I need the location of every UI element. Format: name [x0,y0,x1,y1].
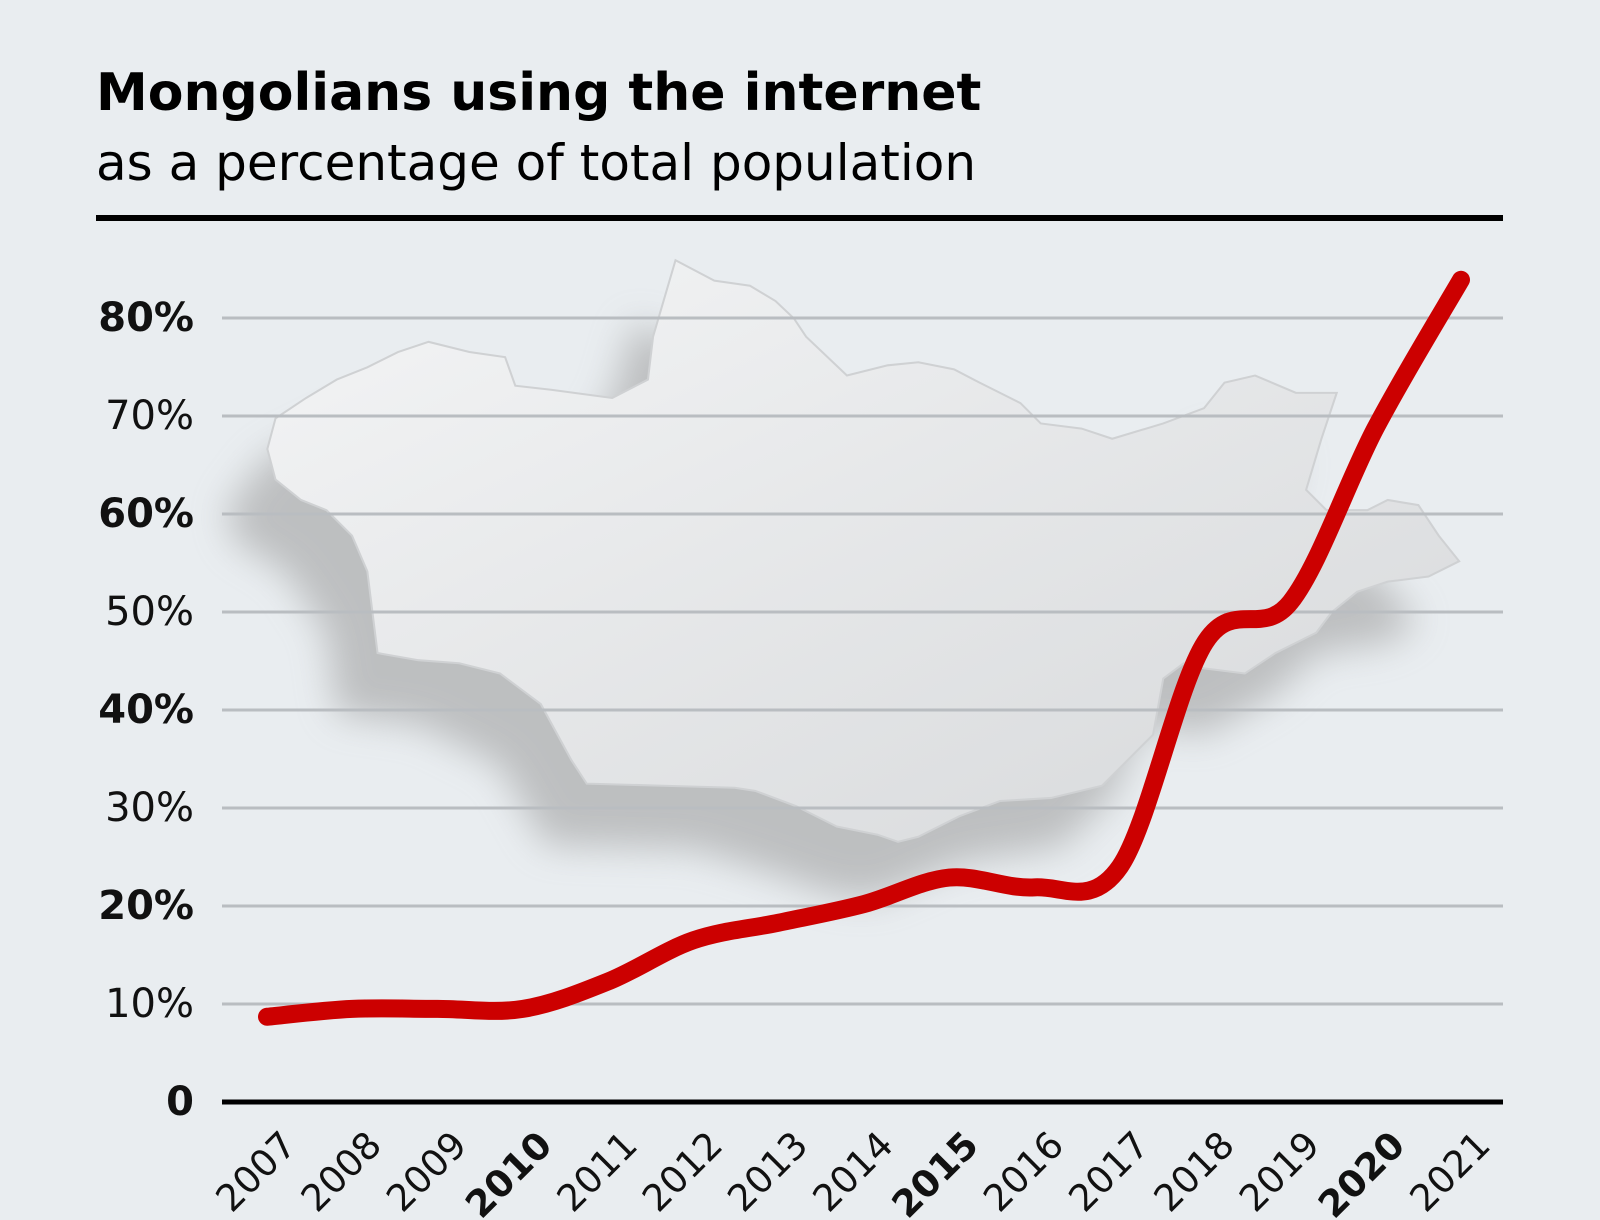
x-tick-label: 2014 [805,1123,902,1220]
x-tick-label: 2008 [293,1123,390,1220]
y-tick-label: 70% [105,393,194,439]
y-tick-label: 50% [105,589,194,635]
grid [222,316,1503,1105]
x-tick-label: 2016 [975,1123,1072,1220]
chart-subtitle: as a percentage of total population [96,134,976,192]
x-tick-label: 2021 [1402,1123,1499,1220]
data-line [258,270,1470,1026]
x-tick-label: 2020 [1310,1123,1413,1220]
x-tick-label: 2013 [719,1123,816,1220]
y-tick-label: 80% [98,295,194,341]
x-tick-label: 2011 [549,1123,646,1220]
x-tick-label: 2019 [1231,1123,1328,1220]
x-tick-label: 2015 [884,1123,987,1220]
map-decoration [226,258,1461,898]
map-shape [266,258,1461,843]
chart-title: Mongolians using the internet [96,63,981,123]
x-tick-label: 2017 [1060,1123,1157,1220]
y-tick-label: 0 [166,1079,194,1125]
y-tick-label: 30% [105,785,194,831]
x-tick-label: 2012 [634,1123,731,1220]
x-tick-label: 2009 [378,1123,475,1220]
y-tick-label: 40% [98,687,194,733]
plot [258,270,1470,1026]
x-tick-label: 2010 [457,1123,560,1220]
x-tick-label: 2018 [1146,1123,1243,1220]
x-tick-label: 2007 [208,1123,305,1220]
y-tick-label: 10% [105,981,194,1027]
y-tick-label: 60% [98,491,194,537]
y-tick-label: 20% [98,883,194,929]
